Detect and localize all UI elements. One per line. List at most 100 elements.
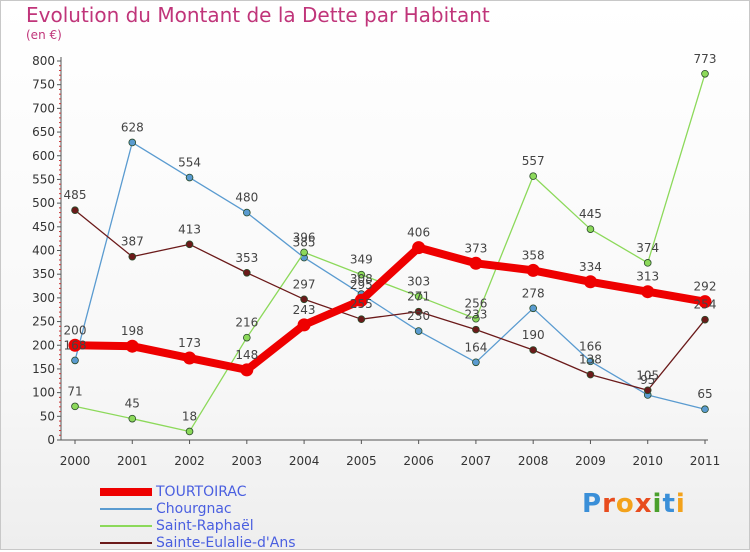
- legend-label: TOURTOIRAC: [156, 484, 247, 500]
- data-point-3: [128, 414, 137, 423]
- y-tick-label: 200: [32, 338, 55, 352]
- logo-letter: P: [582, 489, 603, 519]
- data-point-2: [71, 356, 79, 365]
- data-point-2: [529, 304, 537, 313]
- data-point-4: [701, 315, 709, 324]
- data-point-1: [68, 338, 82, 352]
- legend-swatch: [100, 525, 152, 527]
- data-label: 557: [522, 154, 545, 168]
- data-label: 243: [293, 303, 316, 317]
- logo-letter: x: [634, 489, 653, 519]
- data-label: 374: [636, 241, 659, 255]
- x-tick-label: 2008: [518, 454, 549, 468]
- x-tick-label: 2001: [117, 454, 148, 468]
- legend-label: Chourgnac: [156, 501, 232, 517]
- data-label: 138: [579, 353, 602, 367]
- series-line-1: [71, 243, 709, 374]
- logo-letter: t: [662, 489, 676, 519]
- x-tick-label: 2009: [575, 454, 606, 468]
- data-label: 406: [407, 226, 430, 240]
- data-point-3: [701, 69, 709, 78]
- chart-title: Evolution du Montant de la Dette par Hab…: [26, 3, 490, 27]
- legend-item: Sainte-Eulalie-d'Ans: [100, 535, 296, 552]
- y-tick-label: 50: [40, 409, 55, 423]
- data-point-1: [125, 339, 139, 353]
- data-label: 256: [464, 297, 487, 311]
- legend-swatch: [100, 508, 152, 510]
- legend-label: Sainte-Eulalie-d'Ans: [156, 535, 296, 551]
- data-label: 71: [67, 384, 82, 398]
- data-label: 313: [636, 270, 659, 284]
- data-point-4: [586, 370, 595, 379]
- data-label: 166: [579, 339, 602, 353]
- data-label: 353: [235, 251, 258, 265]
- y-tick-label: 400: [32, 244, 55, 258]
- chart-legend: TOURTOIRAC Chourgnac Saint-Raphaël Sainte-E…: [100, 484, 296, 552]
- legend-swatch: [100, 542, 152, 544]
- data-point-3: [185, 427, 194, 436]
- data-label: 373: [464, 241, 487, 255]
- data-point-4: [185, 240, 194, 249]
- data-label: 303: [407, 274, 430, 288]
- x-tick-label: 2010: [632, 454, 663, 468]
- data-label: 164: [464, 340, 487, 354]
- data-label: 168: [64, 338, 87, 352]
- data-label: 628: [121, 120, 144, 134]
- y-tick-label: 550: [32, 172, 55, 186]
- data-point-4: [472, 325, 480, 334]
- legend-swatch: [100, 488, 152, 496]
- data-label: 65: [697, 387, 712, 401]
- data-point-2: [185, 173, 194, 182]
- data-label: 190: [522, 328, 545, 342]
- data-point-3: [71, 402, 79, 411]
- x-tick-label: 2004: [289, 454, 320, 468]
- data-label: 198: [121, 324, 144, 338]
- data-point-3: [529, 172, 537, 180]
- data-label: 297: [293, 277, 316, 291]
- data-point-1: [354, 293, 368, 307]
- data-point-4: [300, 295, 308, 304]
- data-point-1: [526, 263, 540, 277]
- legend-item: TOURTOIRAC: [100, 484, 296, 501]
- data-point-4: [643, 386, 652, 395]
- data-point-3: [643, 259, 652, 267]
- data-point-2: [586, 357, 595, 366]
- x-tick-label: 2002: [174, 454, 205, 468]
- data-label: 271: [407, 290, 430, 304]
- data-label: 18: [182, 409, 197, 423]
- series-line-4: [74, 209, 706, 391]
- proxiti-logo: Proxiti: [582, 489, 686, 519]
- y-tick-label: 800: [32, 54, 55, 68]
- logo-letter: r: [602, 489, 616, 519]
- data-point-1: [297, 318, 311, 332]
- y-tick-label: 600: [32, 149, 55, 163]
- series-line-3: [74, 73, 706, 433]
- y-tick-label: 250: [32, 315, 55, 329]
- data-point-4: [529, 346, 537, 354]
- data-label: 413: [178, 222, 201, 236]
- legend-item: Chourgnac: [100, 501, 296, 518]
- data-point-1: [469, 256, 483, 270]
- y-tick-label: 750: [32, 78, 55, 92]
- data-label: 45: [125, 397, 140, 411]
- logo-letter: i: [675, 489, 686, 519]
- data-point-3: [586, 225, 595, 233]
- data-point-4: [414, 307, 423, 316]
- data-label: 233: [464, 308, 487, 322]
- logo-letter: i: [652, 489, 663, 519]
- y-tick-label: 500: [32, 196, 55, 210]
- data-label: 445: [579, 207, 602, 221]
- data-label: 278: [522, 286, 545, 300]
- data-point-1: [641, 285, 655, 299]
- data-point-1: [583, 275, 597, 289]
- data-point-3: [243, 333, 251, 342]
- data-label: 216: [235, 316, 258, 330]
- data-point-1: [183, 351, 197, 365]
- data-label: 200: [64, 323, 87, 337]
- legend-item: Saint-Raphaël: [100, 518, 296, 535]
- data-label: 105: [636, 368, 659, 382]
- data-label: 385: [293, 236, 316, 250]
- y-tick-label: 450: [32, 220, 55, 234]
- data-label: 358: [522, 248, 545, 262]
